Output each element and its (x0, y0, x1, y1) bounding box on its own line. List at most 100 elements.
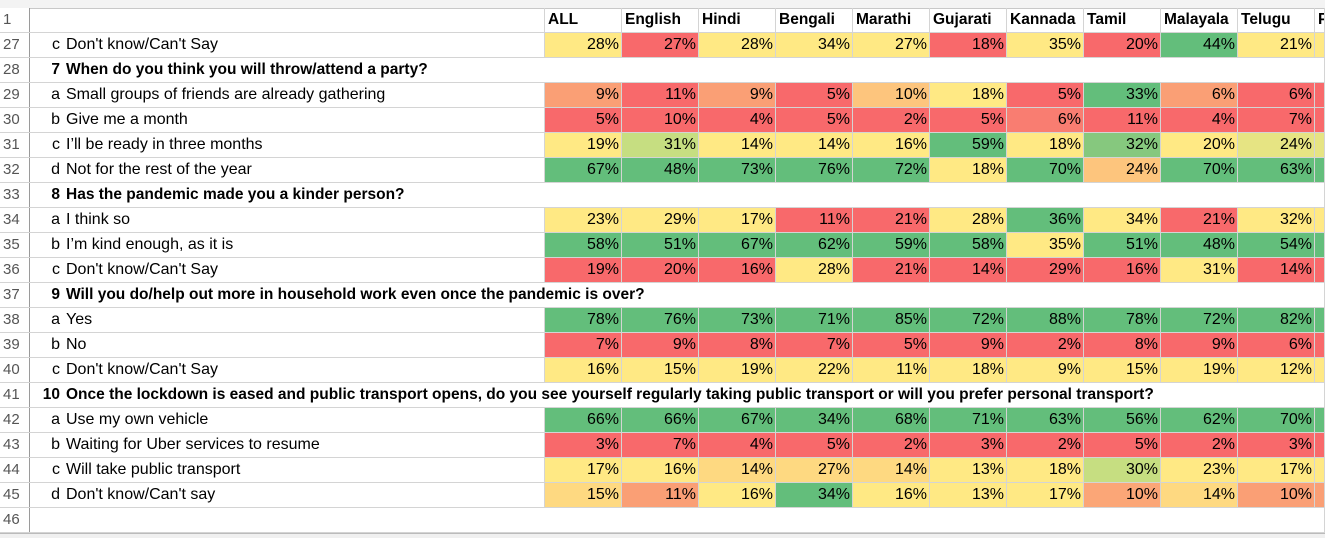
partial-cell[interactable] (1315, 433, 1325, 457)
empty-cell[interactable] (1161, 508, 1238, 532)
partial-cell[interactable] (1315, 383, 1325, 407)
value-cell[interactable]: 5% (776, 83, 853, 107)
column-header-malayala[interactable]: Malayala (1161, 8, 1238, 32)
value-cell[interactable]: 5% (776, 433, 853, 457)
row-number[interactable]: 30 (0, 108, 30, 132)
value-cell[interactable]: 36% (1007, 208, 1084, 232)
value-cell[interactable]: 58% (545, 233, 622, 257)
option-letter-cell[interactable] (30, 508, 63, 532)
value-cell[interactable]: 30% (1084, 458, 1161, 482)
value-cell[interactable]: 7% (1238, 108, 1315, 132)
value-cell[interactable]: 8% (1084, 333, 1161, 357)
row-number[interactable]: 1 (0, 8, 30, 32)
value-cell[interactable]: 34% (776, 408, 853, 432)
empty-cell[interactable] (699, 183, 776, 207)
column-header-english[interactable]: English (622, 8, 699, 32)
row-number[interactable]: 45 (0, 483, 30, 507)
option-letter-cell[interactable]: c (52, 361, 60, 378)
column-header-bengali[interactable]: Bengali (776, 8, 853, 32)
empty-cell[interactable] (1007, 508, 1084, 532)
empty-cell[interactable] (1007, 183, 1084, 207)
value-cell[interactable]: 11% (1084, 108, 1161, 132)
value-cell[interactable]: 3% (545, 433, 622, 457)
value-cell[interactable]: 9% (699, 83, 776, 107)
value-cell[interactable]: 32% (1084, 133, 1161, 157)
row-number[interactable]: 33 (0, 183, 30, 207)
value-cell[interactable]: 63% (1007, 408, 1084, 432)
partial-cell[interactable] (1315, 133, 1325, 157)
option-letter-cell[interactable]: a (51, 311, 60, 328)
value-cell[interactable]: 68% (853, 408, 930, 432)
value-cell[interactable]: 70% (1161, 158, 1238, 182)
value-cell[interactable]: 2% (853, 433, 930, 457)
option-letter-cell[interactable]: 10 (42, 386, 60, 403)
partial-cell[interactable] (1315, 83, 1325, 107)
value-cell[interactable]: 62% (776, 233, 853, 257)
row-number[interactable]: 34 (0, 208, 30, 232)
empty-cell[interactable] (1238, 383, 1315, 407)
value-cell[interactable]: 5% (545, 108, 622, 132)
question-text-cell[interactable]: Will you do/help out more in household w… (66, 286, 645, 303)
option-letter-cell[interactable]: b (51, 236, 60, 253)
answer-text-cell[interactable]: Yes (63, 308, 545, 332)
row-number[interactable]: 32 (0, 158, 30, 182)
row-number[interactable]: 39 (0, 333, 30, 357)
value-cell[interactable]: 54% (1238, 233, 1315, 257)
empty-cell[interactable] (853, 58, 930, 82)
value-cell[interactable]: 5% (1007, 83, 1084, 107)
empty-cell[interactable] (930, 508, 1007, 532)
value-cell[interactable]: 14% (699, 133, 776, 157)
answer-text-cell[interactable]: I’ll be ready in three months (63, 133, 545, 157)
column-header-kannada[interactable]: Kannada (1007, 8, 1084, 32)
value-cell[interactable]: 34% (776, 483, 853, 507)
column-header-hindi[interactable]: Hindi (699, 8, 776, 32)
answer-text-cell[interactable]: Will take public transport (63, 458, 545, 482)
row-number[interactable]: 37 (0, 283, 30, 307)
value-cell[interactable]: 82% (1238, 308, 1315, 332)
value-cell[interactable]: 17% (545, 458, 622, 482)
value-cell[interactable]: 10% (622, 108, 699, 132)
value-cell[interactable]: 18% (1007, 458, 1084, 482)
value-cell[interactable]: 72% (1161, 308, 1238, 332)
answer-text-cell[interactable]: I think so (63, 208, 545, 232)
value-cell[interactable]: 2% (1161, 433, 1238, 457)
option-letter-cell[interactable]: c (52, 36, 60, 53)
value-cell[interactable]: 66% (622, 408, 699, 432)
value-cell[interactable]: 17% (1238, 458, 1315, 482)
value-cell[interactable]: 72% (930, 308, 1007, 332)
value-cell[interactable]: 71% (930, 408, 1007, 432)
option-letter-cell[interactable]: c (52, 136, 60, 153)
empty-cell[interactable] (776, 58, 853, 82)
answer-text-cell[interactable] (63, 508, 545, 532)
value-cell[interactable]: 7% (545, 333, 622, 357)
partial-cell[interactable] (1315, 183, 1325, 207)
column-header-tamil[interactable]: Tamil (1084, 8, 1161, 32)
value-cell[interactable]: 31% (622, 133, 699, 157)
empty-cell[interactable] (776, 508, 853, 532)
value-cell[interactable]: 9% (545, 83, 622, 107)
value-cell[interactable]: 18% (1007, 133, 1084, 157)
value-cell[interactable]: 20% (1161, 133, 1238, 157)
value-cell[interactable]: 76% (776, 158, 853, 182)
row-number[interactable]: 36 (0, 258, 30, 282)
value-cell[interactable]: 44% (1161, 33, 1238, 57)
value-cell[interactable]: 16% (1084, 258, 1161, 282)
empty-cell[interactable] (545, 508, 622, 532)
row-number[interactable]: 46 (0, 508, 30, 532)
empty-cell[interactable] (776, 283, 853, 307)
empty-cell[interactable] (622, 58, 699, 82)
value-cell[interactable]: 67% (545, 158, 622, 182)
value-cell[interactable]: 67% (699, 408, 776, 432)
value-cell[interactable]: 9% (930, 333, 1007, 357)
empty-cell[interactable] (1161, 283, 1238, 307)
empty-cell[interactable] (1238, 183, 1315, 207)
value-cell[interactable]: 78% (545, 308, 622, 332)
value-cell[interactable]: 14% (699, 458, 776, 482)
value-cell[interactable]: 17% (699, 208, 776, 232)
row-number[interactable]: 27 (0, 33, 30, 57)
row-number[interactable]: 35 (0, 233, 30, 257)
value-cell[interactable]: 11% (622, 483, 699, 507)
value-cell[interactable]: 28% (699, 33, 776, 57)
value-cell[interactable]: 21% (853, 208, 930, 232)
value-cell[interactable]: 5% (776, 108, 853, 132)
